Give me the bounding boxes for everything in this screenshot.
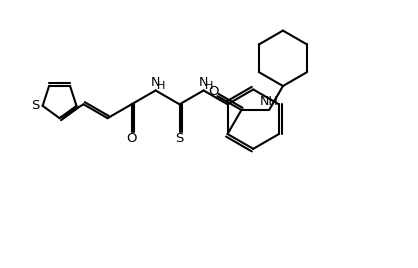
Text: O: O bbox=[208, 85, 219, 98]
Text: H: H bbox=[157, 81, 166, 91]
Text: NH: NH bbox=[260, 95, 278, 107]
Text: H: H bbox=[205, 81, 214, 91]
Text: N: N bbox=[151, 76, 160, 89]
Text: S: S bbox=[31, 99, 40, 112]
Text: N: N bbox=[199, 76, 208, 89]
Text: S: S bbox=[176, 132, 184, 146]
Text: O: O bbox=[126, 132, 137, 146]
